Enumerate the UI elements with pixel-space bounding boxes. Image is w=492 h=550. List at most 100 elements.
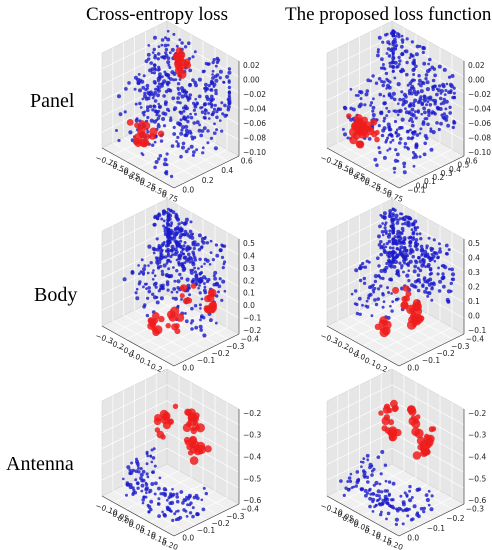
point-normal [354,484,358,488]
point-normal [188,293,192,297]
point-normal [399,236,403,241]
point-normal [404,255,408,259]
point-normal [441,100,446,105]
point-normal [175,290,179,294]
point-normal [211,76,215,80]
point-normal [206,129,210,133]
point-normal [204,90,207,93]
point-normal [208,117,211,120]
point-normal [400,38,405,42]
point-normal [371,109,375,113]
point-normal [138,88,142,93]
point-normal [358,102,363,107]
point-normal [403,142,408,146]
point-normal [166,222,171,227]
point-normal [184,133,189,138]
point-normal [369,101,374,105]
point-normal [180,94,185,99]
point-normal [424,73,429,77]
point-normal [423,249,428,254]
point-normal [186,283,191,288]
point-normal [356,479,360,483]
point-normal [405,60,409,65]
point-normal [408,241,412,245]
point-normal [427,489,431,493]
point-normal [154,481,158,486]
point-normal [390,134,394,138]
point-normal [153,274,157,277]
depth-axis-tick-label: −0.3 [451,342,469,351]
point-normal [431,130,436,135]
point-highlight [139,138,148,147]
point-normal [409,52,413,56]
point-highlight [179,284,188,292]
point-normal [176,135,180,139]
point-normal [429,127,433,131]
point-normal [387,54,392,58]
point-normal [371,113,376,117]
point-normal [424,493,429,497]
point-normal [156,93,160,98]
point-normal [159,284,163,288]
point-normal [439,121,443,126]
point-normal [402,170,407,175]
point-normal [419,237,423,241]
point-normal [203,285,207,289]
point-normal [407,236,411,240]
point-normal [158,114,161,118]
point-normal [414,92,419,97]
point-highlight [191,426,196,432]
point-normal [210,79,214,84]
point-normal [150,460,154,464]
grid-line [166,384,240,426]
point-normal [383,463,388,467]
point-normal [171,253,175,257]
point-normal [223,103,227,108]
point-normal [227,91,231,95]
point-normal [410,107,415,112]
point-normal [200,297,204,301]
point-normal [201,507,206,512]
point-normal [158,154,163,158]
point-normal [391,219,395,222]
point-normal [197,94,202,99]
depth-axis-tick-label: 0.5 [457,161,469,170]
point-normal [347,476,352,480]
point-normal [166,240,170,245]
point-normal [350,292,354,296]
point-highlight [139,120,146,127]
point-normal [178,38,182,42]
right-axis-tick-label: −0.10 [468,148,491,157]
point-highlight [204,445,212,453]
point-normal [175,258,179,262]
point-normal [179,490,184,494]
point-normal [444,107,448,111]
point-highlight [153,318,159,324]
point-normal [136,481,140,485]
point-normal [381,233,385,237]
point-normal [415,232,419,236]
front-axis-tick-label: 0.1 [138,356,153,369]
point-normal [365,299,369,303]
point-highlight [382,405,391,414]
grid-line [391,384,465,426]
point-normal [171,518,175,522]
point-normal [151,143,155,147]
point-normal [439,92,443,95]
point-normal [412,504,417,509]
point-normal [202,102,207,107]
depth-axis-tick-label: 0.0 [416,181,428,190]
point-normal [423,110,427,115]
point-normal [124,87,128,91]
point-normal [419,127,423,131]
point-normal [140,258,144,262]
point-normal [374,480,379,486]
point-normal [201,146,205,150]
point-normal [186,497,191,501]
point-normal [158,476,162,480]
point-normal [175,140,178,143]
point-normal [411,231,416,236]
point-normal [409,518,414,522]
point-normal [186,503,190,507]
grid-line [391,36,465,78]
